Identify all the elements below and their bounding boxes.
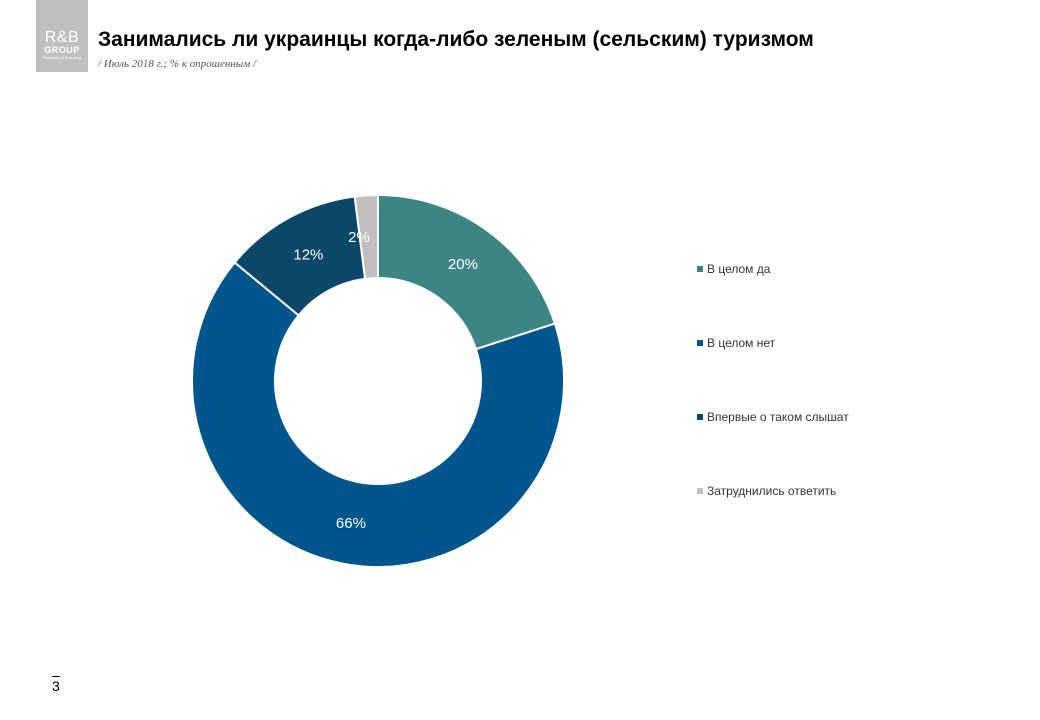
legend-item-yes: В целом да [697,262,997,282]
legend-label-first-time: Впервые о таком слышат [707,410,849,424]
slice-first-time-label: 12% [293,246,323,263]
chart-legend: В целом да В целом нет Впервые о таком с… [697,262,997,558]
legend-label-no: В целом нет [707,336,776,350]
legend-label-undecided: Затруднились ответить [707,484,837,498]
slice-no [191,261,565,568]
page-title: Занимались ли украинцы когда-либо зелены… [98,28,814,51]
slice-yes-label: 20% [448,256,478,273]
legend-item-undecided: Затруднились ответить [697,484,997,504]
slice-undecided [353,193,379,280]
slice-no-label: 66% [336,515,366,532]
legend-label-yes: В целом да [707,262,771,276]
rb-group-logo: R&B GROUP Research & Branding [36,0,88,72]
legend-swatch-first-time [697,413,703,420]
legend-item-first-time: Впервые о таком слышат [697,410,997,430]
legend-swatch-yes [697,265,703,272]
page-subtitle: / Июль 2018 г.; % к опрошенным / [98,58,257,70]
slice-yes [377,193,557,351]
logo-tagline: Research & Branding [42,55,82,60]
legend-item-no: В целом нет [697,336,997,356]
page-number: 3 [52,676,60,694]
legend-swatch-undecided [697,487,703,494]
legend-swatch-no [697,339,703,346]
logo-main-text: R&B [44,29,80,46]
slice-undecided-label: 2% [348,229,370,246]
logo-group-text: GROUP [44,45,80,55]
